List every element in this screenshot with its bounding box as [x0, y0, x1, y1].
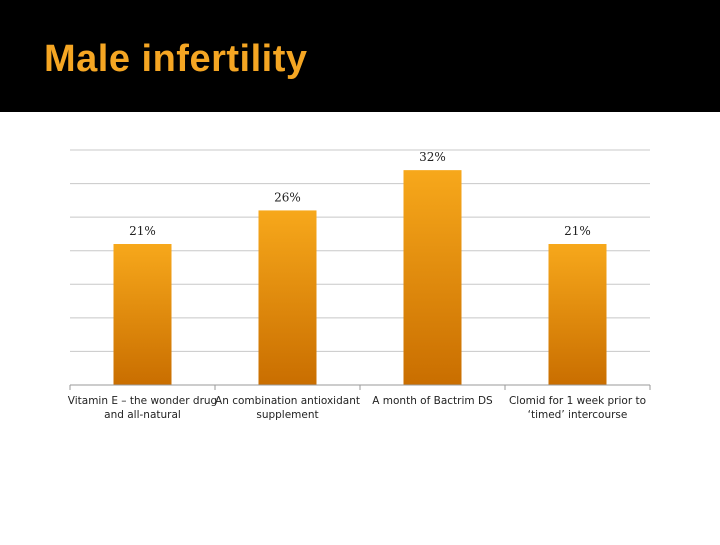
- bar-chart: 21% 26% 32% 21% Vitamin E – the wonder drug…: [0, 112, 720, 540]
- bar: [404, 170, 462, 385]
- category-label: Clomid for 1 week prior to ‘timed’ inter…: [503, 394, 653, 422]
- x-ticks: [70, 385, 650, 390]
- bar: [259, 210, 317, 385]
- category-label: A month of Bactrim DS: [358, 394, 508, 408]
- category-label: Vitamin E – the wonder drug and all-natu…: [68, 394, 218, 422]
- bar: [114, 244, 172, 385]
- bar: [549, 244, 607, 385]
- data-labels: 21% 26% 32% 21%: [129, 150, 591, 238]
- chart-svg: 21% 26% 32% 21%: [0, 112, 720, 540]
- title-bar: Male infertility: [0, 0, 720, 112]
- bars: [114, 170, 607, 385]
- data-label: 26%: [274, 190, 301, 204]
- data-label: 21%: [129, 224, 156, 238]
- data-label: 21%: [564, 224, 591, 238]
- category-label: An combination antioxidant supplement: [213, 394, 363, 422]
- slide-title: Male infertility: [44, 38, 308, 81]
- data-label: 32%: [419, 150, 446, 164]
